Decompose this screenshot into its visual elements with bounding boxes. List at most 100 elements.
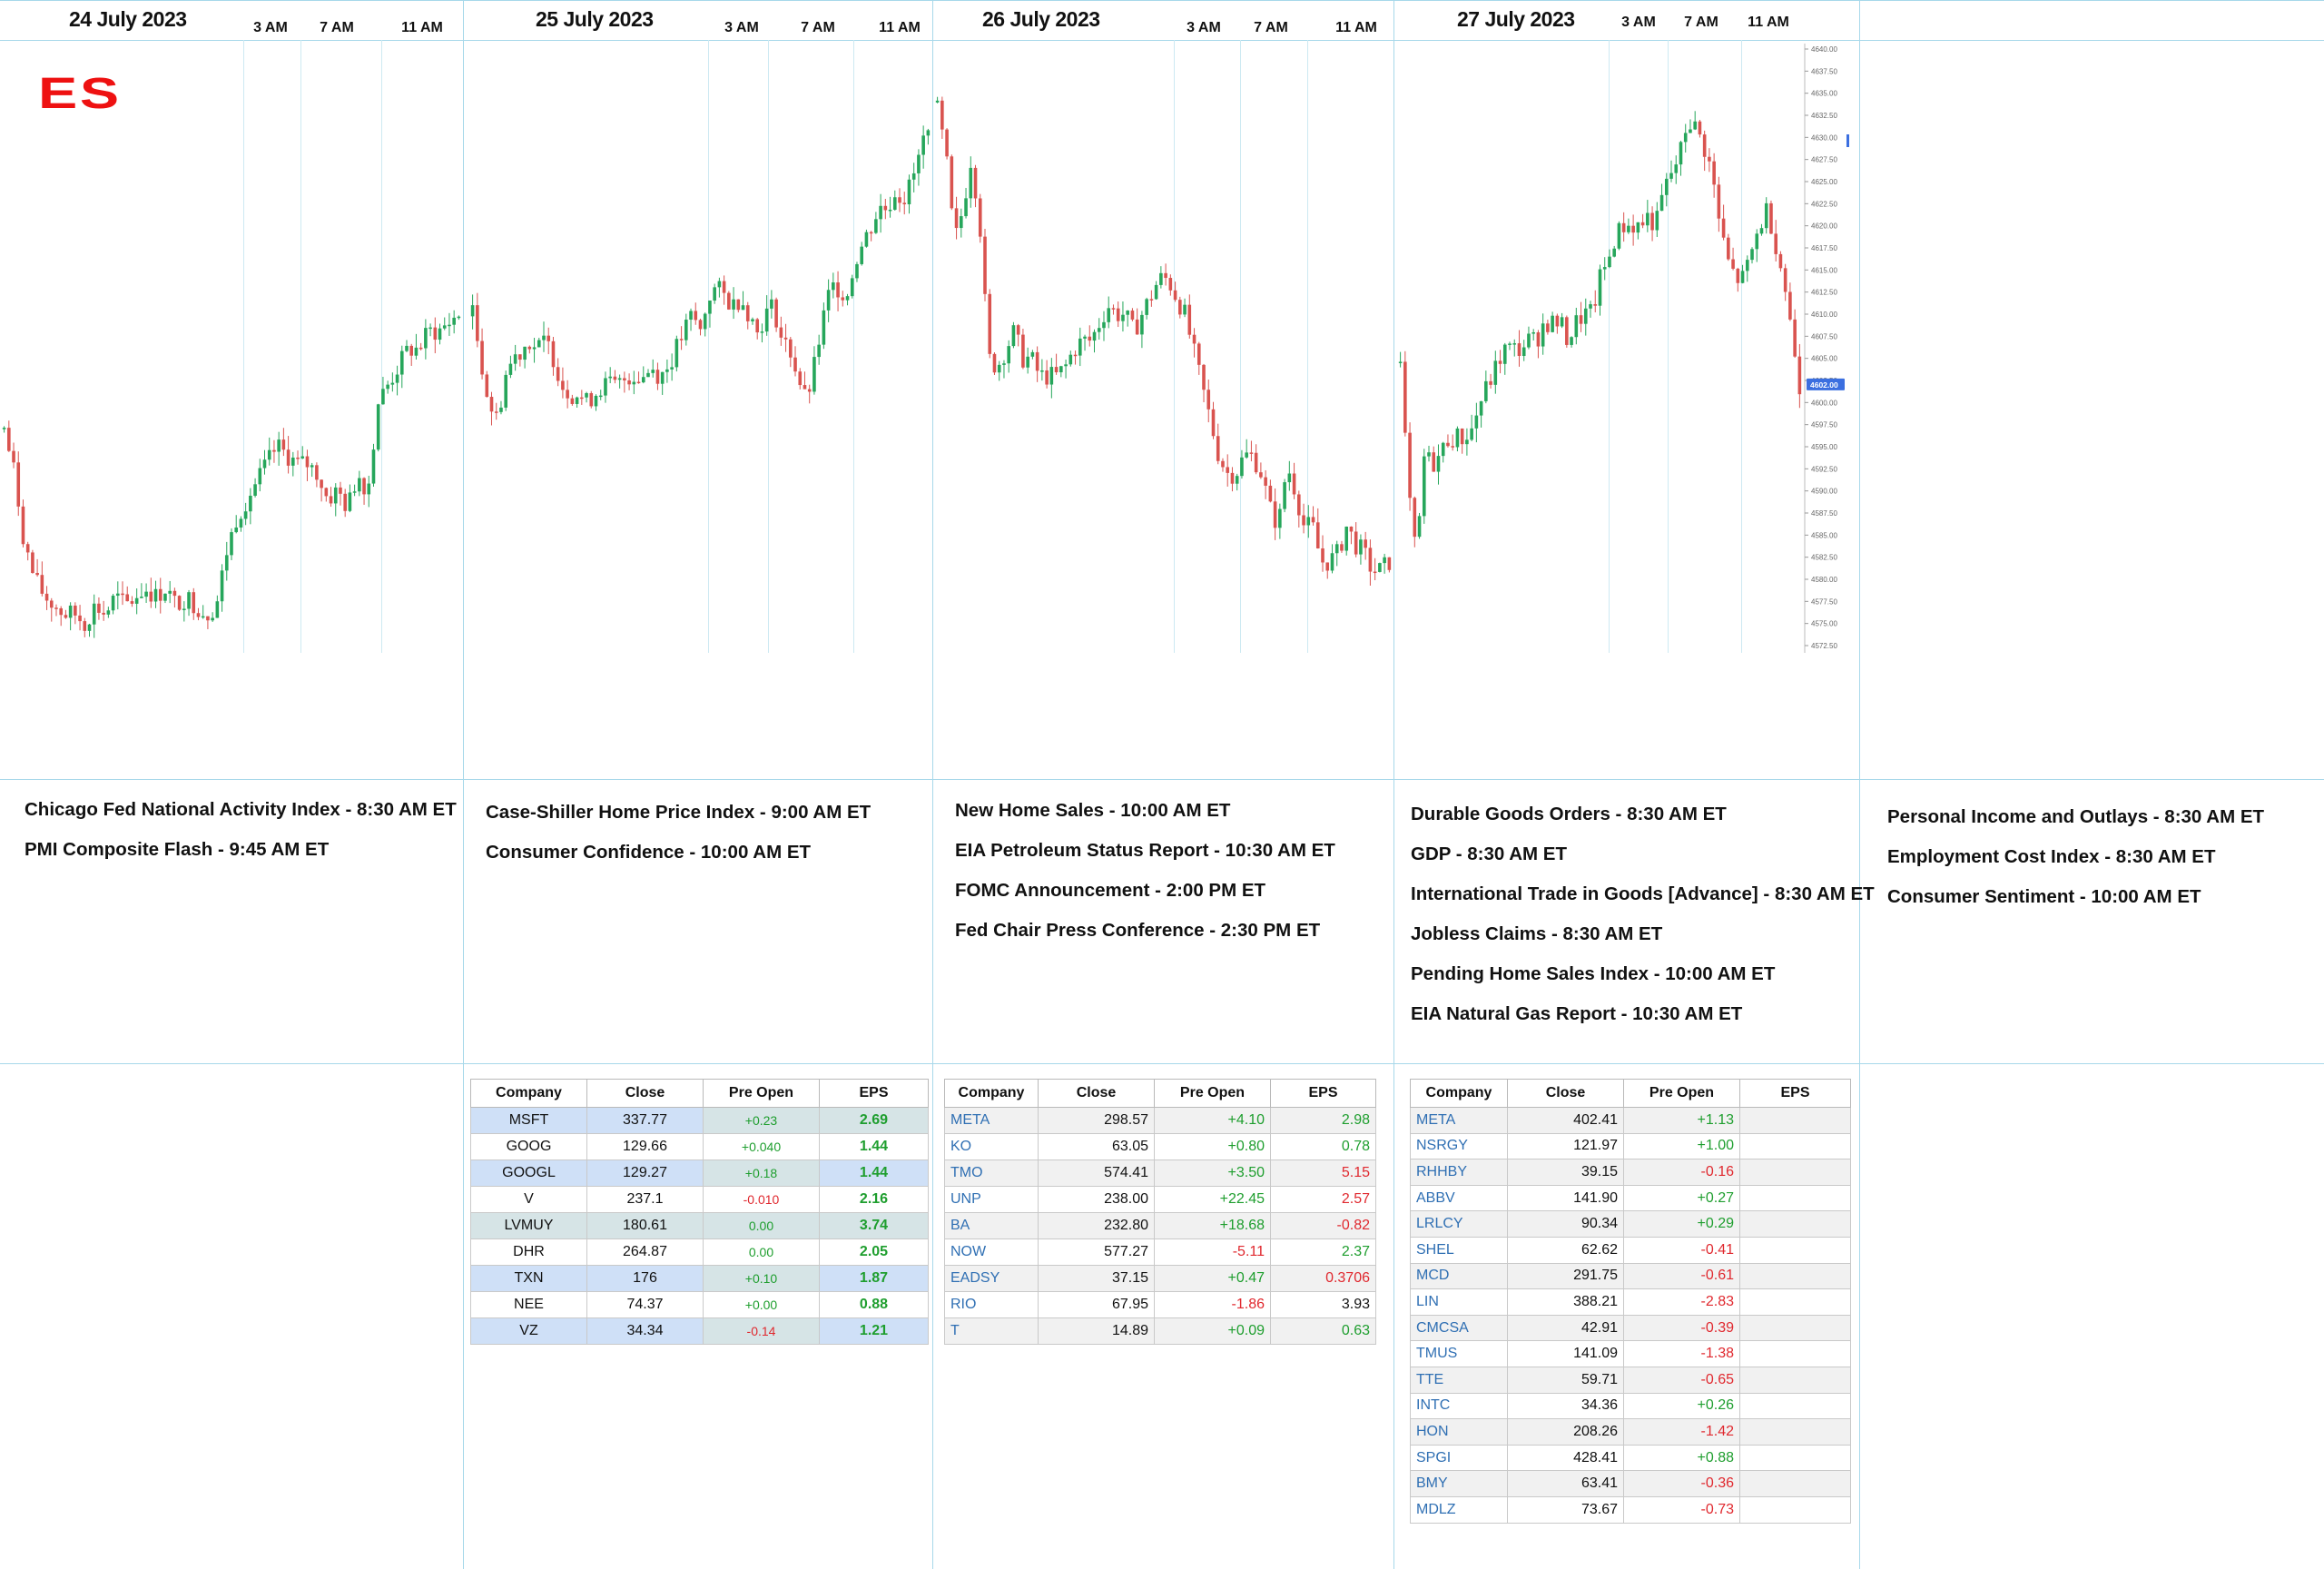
company-cell[interactable]: EADSY xyxy=(944,1265,1039,1292)
company-cell[interactable]: NSRGY xyxy=(1410,1132,1508,1160)
candle-body xyxy=(1555,315,1560,327)
close-cell: 238.00 xyxy=(1038,1186,1155,1213)
y-tick-label: 4617.50 xyxy=(1811,244,1837,252)
candle-body xyxy=(1484,380,1488,401)
table-row: T 14.89 +0.09 0.63 xyxy=(944,1317,1376,1345)
table-row: TMUS 141.09 -1.38 xyxy=(1410,1340,1851,1367)
candle-body xyxy=(1489,380,1492,385)
company-cell[interactable]: KO xyxy=(944,1133,1039,1160)
company-cell[interactable]: MDLZ xyxy=(1410,1495,1508,1524)
event-item: PMI Composite Flash - 9:45 AM ET xyxy=(25,839,330,860)
column-header: Close xyxy=(1507,1079,1624,1108)
candle-body xyxy=(978,198,982,237)
candle-body xyxy=(1422,456,1426,517)
eps-cell xyxy=(1739,1210,1851,1238)
eps-cell xyxy=(1739,1236,1851,1264)
candle-body xyxy=(192,592,196,614)
close-cell: 121.97 xyxy=(1507,1132,1624,1160)
candle-body xyxy=(1021,334,1025,368)
candle-body xyxy=(249,495,252,512)
candle-body xyxy=(992,353,997,373)
column-header: Close xyxy=(1038,1079,1155,1108)
candle-body xyxy=(12,450,15,463)
candle-body xyxy=(1727,237,1730,260)
candle-body xyxy=(74,605,77,616)
day-1-time-11am: 11 AM xyxy=(401,20,443,35)
column-divider xyxy=(463,0,464,1569)
candle-body xyxy=(1474,415,1479,429)
company-cell[interactable]: UNP xyxy=(944,1186,1039,1213)
company-cell: GOOG xyxy=(470,1133,587,1160)
candle-body xyxy=(1045,370,1049,385)
y-tick-label: 4632.50 xyxy=(1811,112,1837,120)
y-tick-label: 4587.50 xyxy=(1811,509,1837,518)
candle-body xyxy=(670,367,674,370)
candle-body xyxy=(727,292,731,310)
company-cell[interactable]: NOW xyxy=(944,1238,1039,1266)
candle-body xyxy=(1040,370,1044,372)
company-cell[interactable]: HON xyxy=(1410,1418,1508,1446)
company-cell[interactable]: INTC xyxy=(1410,1392,1508,1420)
candle-body xyxy=(1064,364,1068,367)
company-cell[interactable]: RHHBY xyxy=(1410,1159,1508,1186)
company-cell[interactable]: LIN xyxy=(1410,1288,1508,1316)
candle-body xyxy=(745,305,750,321)
company-cell[interactable]: ABBV xyxy=(1410,1184,1508,1212)
candle-body xyxy=(598,395,603,398)
candle-body xyxy=(532,347,537,350)
company-cell[interactable]: TMUS xyxy=(1410,1340,1508,1367)
candle-body xyxy=(1364,539,1367,548)
table-row: TXN 176 +0.10 1.87 xyxy=(470,1265,929,1292)
candle-body xyxy=(1340,544,1344,551)
close-cell: 129.66 xyxy=(586,1133,704,1160)
company-cell[interactable]: MCD xyxy=(1410,1262,1508,1290)
table-row: NEE 74.37 +0.00 0.88 xyxy=(470,1291,929,1318)
pre-open-cell: -0.73 xyxy=(1623,1495,1740,1524)
company-cell[interactable]: LRLCY xyxy=(1410,1210,1508,1238)
close-cell: 63.05 xyxy=(1038,1133,1155,1160)
pre-open-cell: +0.23 xyxy=(703,1107,820,1134)
event-item: EIA Petroleum Status Report - 10:30 AM E… xyxy=(955,840,1335,861)
close-cell: 402.41 xyxy=(1507,1107,1624,1134)
company-cell[interactable]: META xyxy=(1410,1107,1508,1134)
candle-body xyxy=(414,347,419,356)
candle-body xyxy=(888,209,892,212)
candle-body xyxy=(1432,452,1436,472)
candle-body xyxy=(1054,367,1059,373)
candle-body xyxy=(1192,334,1196,344)
candle-body xyxy=(1521,347,1526,357)
candle-body xyxy=(262,459,267,469)
company-cell[interactable]: SPGI xyxy=(1410,1444,1508,1472)
candle-body xyxy=(130,601,134,604)
candle-body xyxy=(428,327,432,330)
candle-body xyxy=(1216,436,1220,461)
last-price-tag xyxy=(1807,378,1845,390)
candle-body xyxy=(1059,366,1063,373)
candle-body xyxy=(1030,351,1035,357)
company-cell[interactable]: TTE xyxy=(1410,1366,1508,1394)
company-cell[interactable]: BMY xyxy=(1410,1470,1508,1497)
day-3-date: 26 July 2023 xyxy=(982,7,1100,31)
company-cell[interactable]: CMCSA xyxy=(1410,1314,1508,1342)
pre-open-cell: +0.18 xyxy=(703,1159,820,1187)
company-cell[interactable]: T xyxy=(944,1317,1039,1345)
company-cell[interactable]: RIO xyxy=(944,1291,1039,1318)
company-cell[interactable]: BA xyxy=(944,1212,1039,1239)
company-cell[interactable]: SHEL xyxy=(1410,1236,1508,1264)
candle-body xyxy=(1531,332,1535,334)
candle-body xyxy=(405,345,409,351)
candle-body xyxy=(1068,354,1073,365)
candle-body xyxy=(358,478,361,492)
pre-open-cell: -0.61 xyxy=(1623,1262,1740,1290)
candle-body xyxy=(1149,299,1154,301)
candle-body xyxy=(722,281,726,293)
event-item: Consumer Sentiment - 10:00 AM ET xyxy=(1887,886,2201,907)
company-cell[interactable]: META xyxy=(944,1107,1039,1134)
candle-body xyxy=(1230,472,1235,484)
day-2-events: Case-Shiller Home Price Index - 9:00 AM … xyxy=(486,793,871,873)
pre-open-cell: +0.47 xyxy=(1154,1265,1271,1292)
eps-cell: 1.44 xyxy=(819,1159,929,1187)
company-cell: GOOGL xyxy=(470,1159,587,1187)
candle-body xyxy=(1512,343,1517,345)
company-cell[interactable]: TMO xyxy=(944,1159,1039,1187)
